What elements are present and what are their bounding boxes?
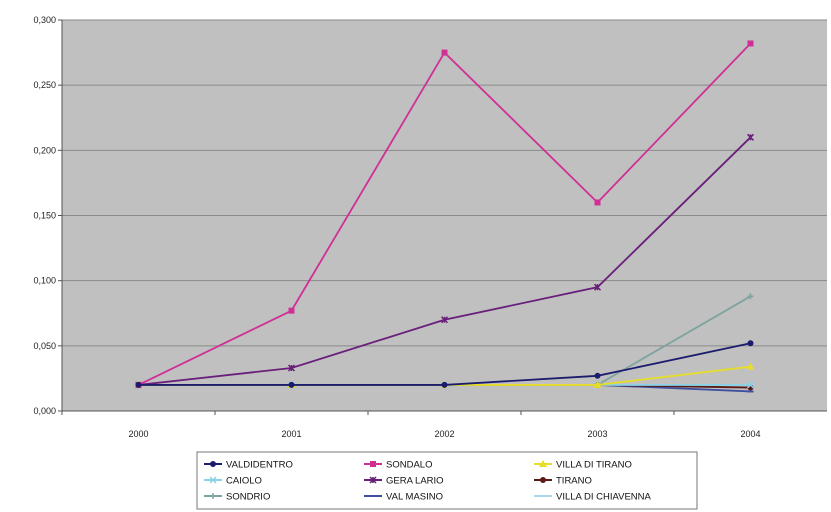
legend-item-tirano: TIRANO	[534, 476, 592, 487]
data-point	[747, 40, 754, 47]
legend-box	[196, 451, 698, 510]
series-gera-lario	[134, 133, 755, 389]
data-point	[593, 380, 602, 388]
legend-label: CAIOLO	[226, 476, 262, 487]
y-tick-label: 0,000	[33, 406, 56, 416]
x-tick-label: 2000	[128, 429, 148, 439]
legend-label: GERA LARIO	[386, 476, 444, 487]
data-point	[440, 316, 449, 324]
data-point	[287, 364, 296, 372]
data-point	[746, 381, 755, 389]
legend-marker	[539, 460, 547, 467]
legend-item-villa-di-chiavenna: VILLA DI CHIAVENNA	[534, 492, 652, 503]
legend-item-villa-di-tirano: VILLA DI TIRANO	[534, 460, 632, 471]
data-point	[288, 307, 295, 314]
legend-item-sondrio: SONDRIO	[204, 492, 270, 503]
legend-item-valdidentro: VALDIDENTRO	[204, 460, 293, 471]
data-point	[594, 199, 601, 206]
legend-item-val-masino: VAL MASINO	[364, 492, 443, 503]
legend-label: VAL MASINO	[386, 492, 443, 503]
y-tick-label: 0,100	[33, 276, 56, 286]
y-tick-label: 0,200	[33, 145, 56, 155]
legend-label: VILLA DI TIRANO	[556, 460, 632, 471]
y-tick-label: 0,300	[33, 15, 56, 25]
legend-marker	[210, 461, 216, 467]
series-group	[134, 40, 755, 393]
legend-item-sondalo: SONDALO	[364, 460, 432, 471]
legend-label: SONDALO	[386, 460, 432, 471]
legend-marker	[370, 461, 376, 467]
data-point	[594, 372, 601, 379]
data-point	[441, 381, 448, 388]
legend: VALDIDENTRO SONDALO VILLA DI TIRANO CAIOLO G…	[204, 460, 652, 503]
legend-marker	[370, 495, 376, 497]
legend-label: TIRANO	[556, 476, 592, 487]
data-point	[746, 133, 755, 141]
data-point	[746, 362, 755, 370]
data-point	[747, 293, 754, 300]
legend-label: VILLA DI CHIAVENNA	[556, 492, 652, 503]
y-tick-label: 0,150	[33, 211, 56, 221]
legend-marker	[540, 495, 546, 497]
legend-marker	[209, 476, 217, 484]
legend-marker	[369, 476, 377, 484]
legend-label: VALDIDENTRO	[226, 460, 293, 471]
x-axis-ticks: 2000 2001 2002 2003 2004	[61, 411, 761, 439]
legend-label: SONDRIO	[226, 492, 270, 503]
data-point	[747, 390, 754, 393]
y-axis-ticks: 0,000 0,050 0,100 0,150 0,200 0,250 0,300	[33, 15, 827, 416]
legend-marker	[210, 493, 216, 499]
legend-item-gera-lario: GERA LARIO	[364, 476, 444, 487]
legend-item-caiolo: CAIOLO	[204, 476, 262, 487]
data-point	[135, 381, 142, 388]
data-point	[593, 283, 602, 291]
x-tick-label: 2003	[587, 429, 607, 439]
legend-marker	[540, 477, 546, 483]
x-tick-label: 2004	[740, 429, 760, 439]
x-tick-label: 2002	[434, 429, 454, 439]
x-tick-label: 2001	[281, 429, 301, 439]
y-tick-label: 0,050	[33, 341, 56, 351]
y-tick-label: 0,250	[33, 80, 56, 90]
data-point	[441, 49, 448, 56]
data-point	[747, 340, 754, 347]
series-valdidentro	[135, 340, 754, 388]
data-point	[288, 381, 295, 388]
